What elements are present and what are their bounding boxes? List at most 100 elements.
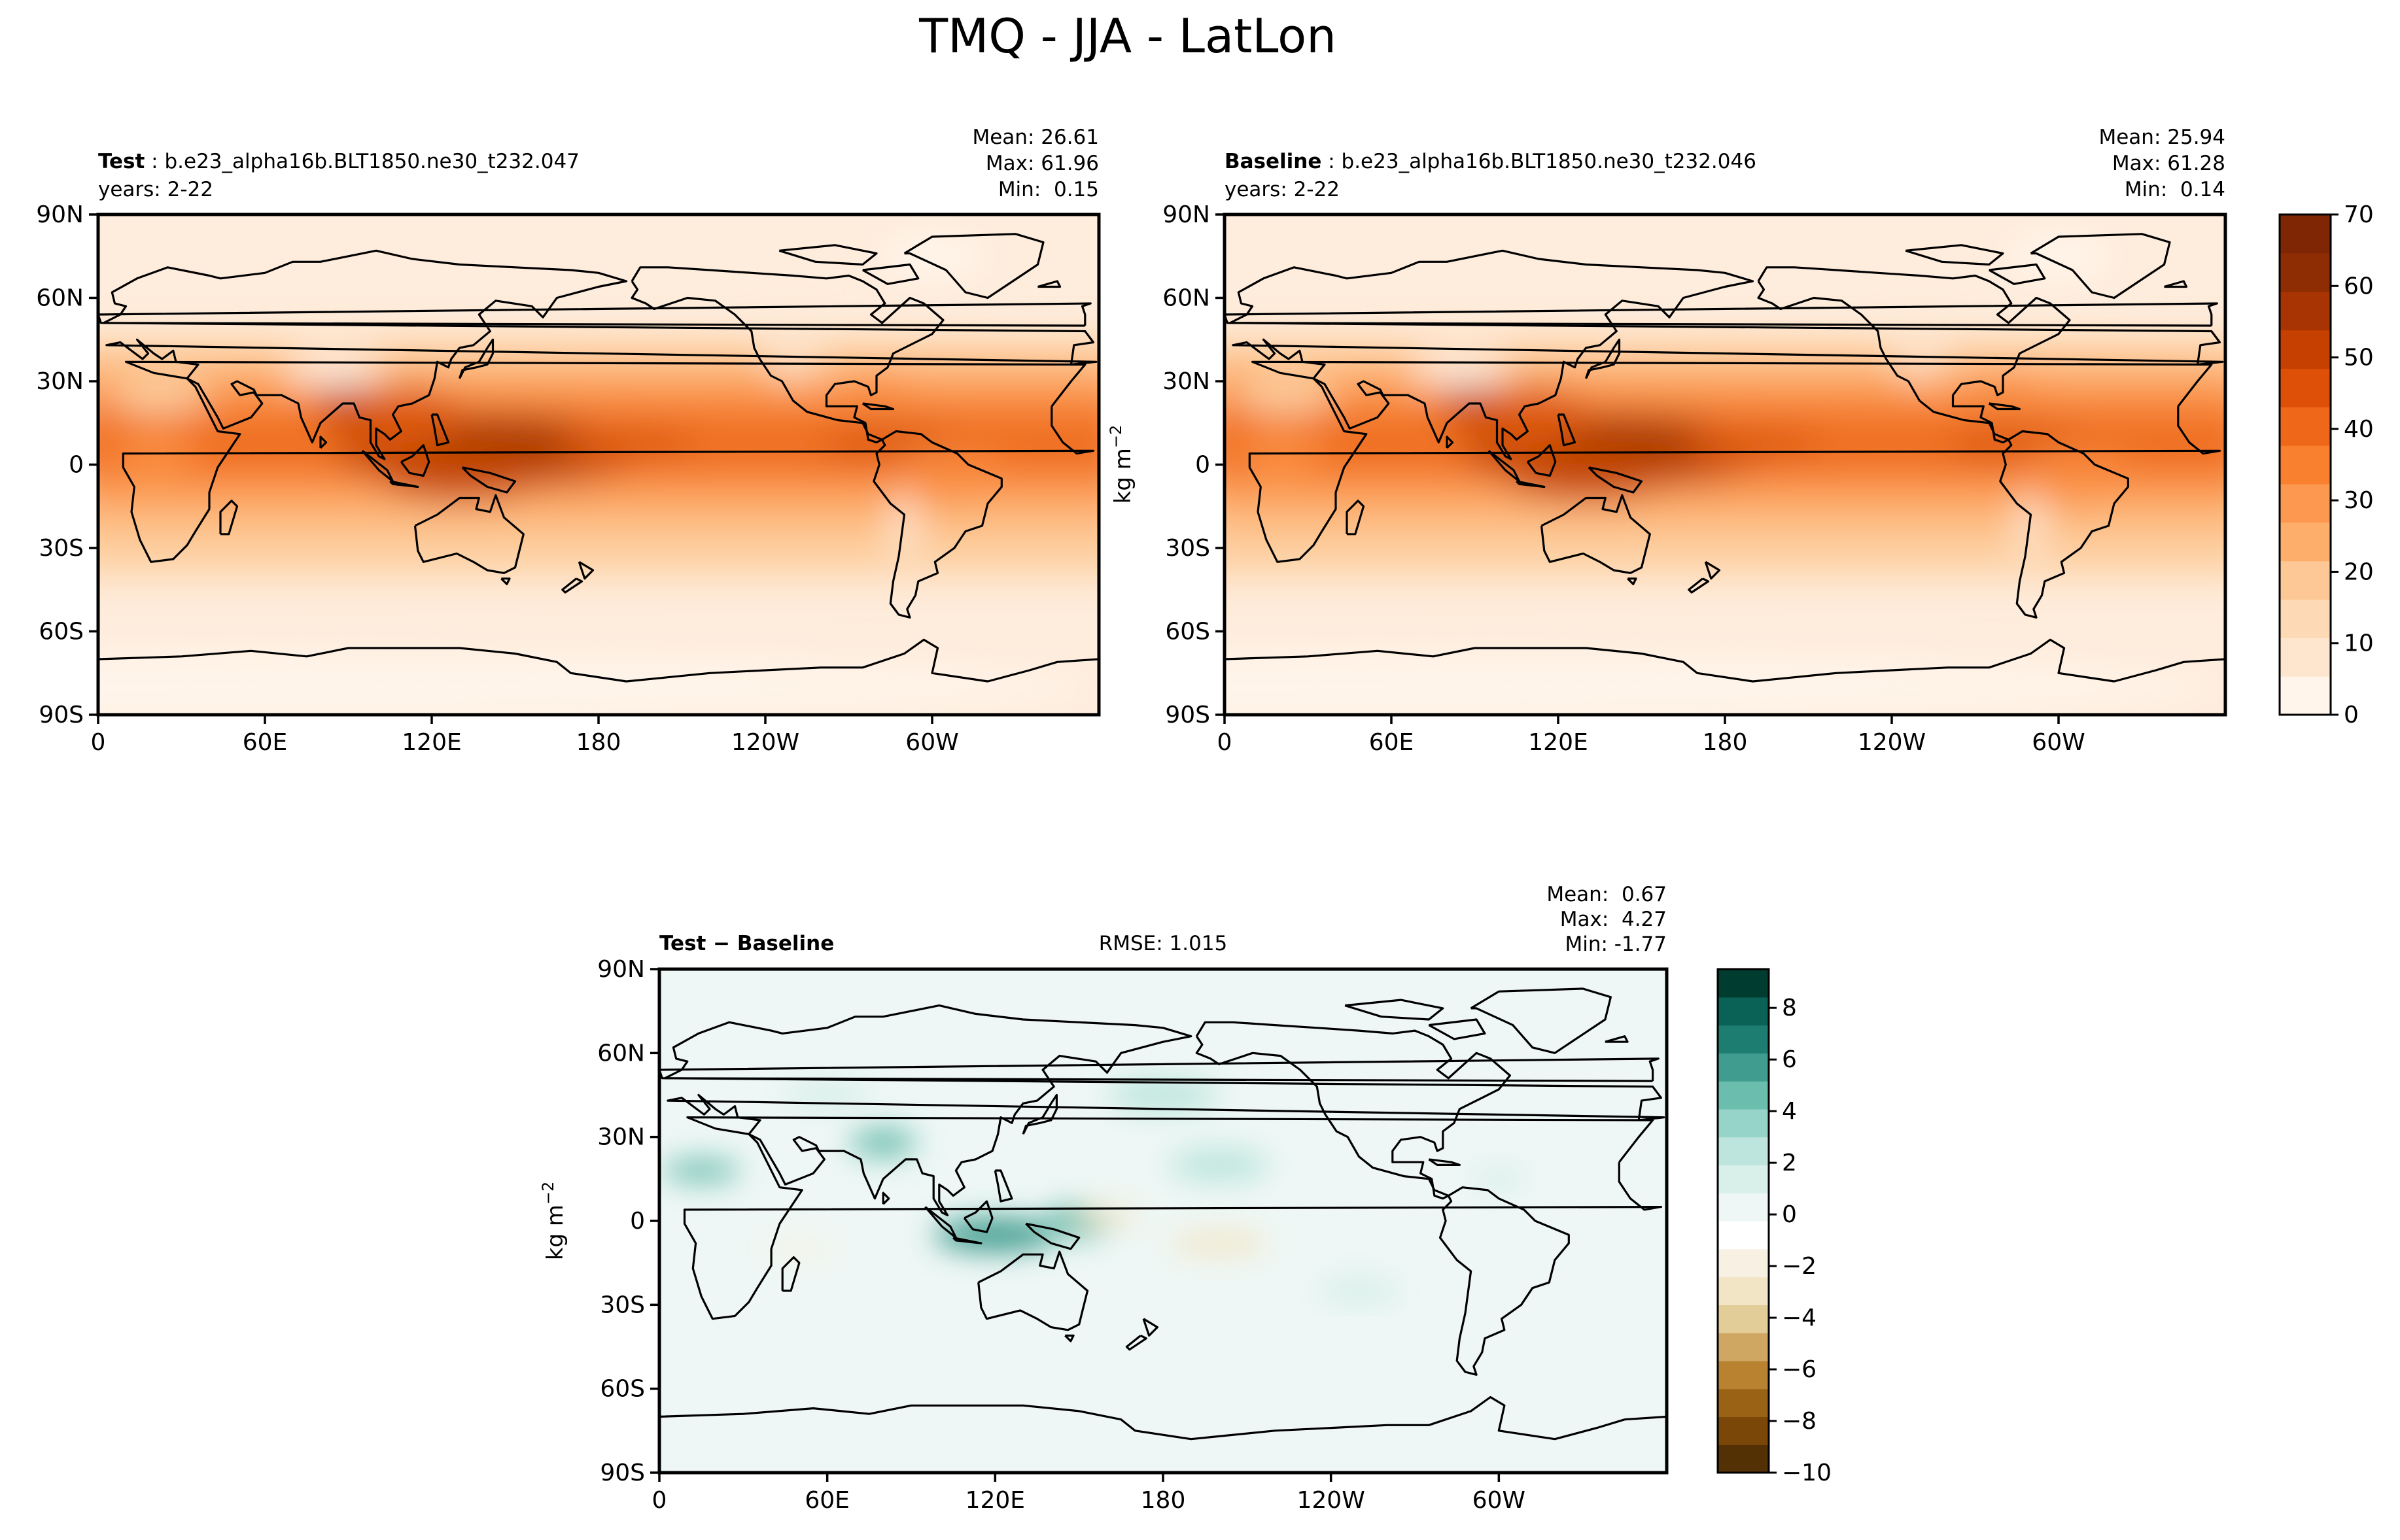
lon-tick-label: 0 xyxy=(91,729,106,756)
diff-anomaly-0 xyxy=(933,1218,1057,1252)
lon-tick-label: 180 xyxy=(576,729,621,756)
coastline-14 xyxy=(903,233,1045,299)
field-maximum-8 xyxy=(890,448,1002,498)
lon-tick-label: 60W xyxy=(905,729,958,756)
colorbar-segment xyxy=(1718,1445,1769,1473)
diff-title: Test − Baseline xyxy=(659,932,834,955)
lon-tick-label: 120E xyxy=(402,729,461,756)
coastline-19 xyxy=(1346,500,1365,536)
coastline-3 xyxy=(458,338,495,379)
lon-tick-label: 180 xyxy=(1703,729,1748,756)
lat-tick-label: 0 xyxy=(69,452,84,479)
colorbar-segment xyxy=(1718,1193,1769,1222)
coastline-10 xyxy=(500,577,511,585)
field-maximum-5 xyxy=(2142,415,2225,459)
colorbar-segment xyxy=(1718,1388,1769,1418)
coastline-11 xyxy=(1142,1318,1158,1337)
colorbar-segment xyxy=(2280,407,2331,446)
colorbar-tick-label: 4 xyxy=(1782,1098,1797,1125)
lat-tick-label: 30N xyxy=(36,368,84,395)
coastline-5 xyxy=(964,1200,994,1233)
lat-tick-label: 60S xyxy=(600,1376,645,1403)
lat-tick-label: 0 xyxy=(630,1208,645,1235)
coastline-11 xyxy=(578,560,595,580)
test-field xyxy=(98,214,1099,715)
lon-tick-label: 60E xyxy=(243,729,288,756)
test-years: years: 2-22 xyxy=(98,178,213,201)
lat-tick-label: 60S xyxy=(39,619,84,645)
colorbar-frame xyxy=(1716,968,1770,1474)
lat-tick-label: 30N xyxy=(1162,368,1210,395)
lon-tick-label: 120W xyxy=(1297,1487,1365,1514)
coastline-1 xyxy=(1228,249,2224,460)
field-dry-region-0 xyxy=(1410,353,1511,387)
coastline-16 xyxy=(862,263,920,285)
coastline-21 xyxy=(882,1191,890,1205)
test-title: Test : b.e23_alpha16b.BLT1850.ne30_t232.… xyxy=(98,150,580,173)
diff-anomaly-8 xyxy=(760,1240,839,1258)
field-bands xyxy=(1225,233,2225,715)
field-dry-region-5 xyxy=(98,653,1099,715)
test-stat-max: Max: 61.96 xyxy=(986,152,1099,175)
colorbar-tick-label: 20 xyxy=(2344,558,2374,585)
field-dry-region-2 xyxy=(2003,233,2114,279)
colorbar-segment xyxy=(2280,330,2331,369)
coastline-11 xyxy=(1704,560,1721,580)
field-maximum-1 xyxy=(1544,417,1739,468)
diff-anomaly-5 xyxy=(1107,1078,1219,1112)
coastline-5 xyxy=(400,444,430,477)
field-dry-region-0 xyxy=(284,353,385,387)
colorbar-tick-label: −4 xyxy=(1782,1305,1817,1331)
colorbar-segment xyxy=(1718,1305,1769,1333)
field-maximum-6 xyxy=(1238,426,1322,476)
lon-tick-label: 60E xyxy=(1369,729,1414,756)
diff-map xyxy=(659,969,1667,1473)
coastline-15 xyxy=(778,244,878,266)
colorbar-segment xyxy=(1718,969,1769,998)
top-units-label: kg m−2 xyxy=(1107,425,1136,504)
colorbar-tick-label: 60 xyxy=(2344,273,2374,299)
colorbar-segment xyxy=(1718,1416,1769,1445)
coastline-22 xyxy=(1225,638,2225,683)
colorbar-tick-label: 70 xyxy=(2344,201,2374,228)
coastline-3 xyxy=(1022,1093,1058,1135)
coastline-8 xyxy=(994,1169,1013,1203)
coastline-6 xyxy=(1516,480,1546,488)
lat-tick-label: 90S xyxy=(1165,702,1210,728)
lat-tick-label: 30N xyxy=(597,1124,645,1151)
test-lat-axis: 90N 60N 30N 0 30S 60S 90S xyxy=(36,201,98,728)
lat-tick-label: 60N xyxy=(36,285,84,312)
colorbar-segment xyxy=(2280,522,2331,562)
colorbar-tick-label: 0 xyxy=(2344,702,2359,728)
colorbar-segment xyxy=(2280,483,2331,523)
coastline-12 xyxy=(561,577,583,594)
diff-rmse: RMSE: 1.015 xyxy=(1099,932,1228,955)
colorbar-tick-label: −8 xyxy=(1782,1408,1817,1435)
baseline-field xyxy=(1225,214,2225,715)
baseline-coastlines xyxy=(1225,233,2225,683)
test-panel: Test : b.e23_alpha16b.BLT1850.ne30_t232.… xyxy=(36,126,1101,756)
coastline-7 xyxy=(1025,1222,1081,1250)
diff-colorbar: −10 −8 −6 −4 −2 0 2 4 6 8 xyxy=(1716,968,1832,1486)
diff-anomaly-2 xyxy=(662,1159,741,1182)
lat-tick-label: 60N xyxy=(597,1040,645,1067)
diff-units-label: kg m−2 xyxy=(539,1182,568,1261)
coastline-9 xyxy=(413,494,525,574)
field-dry-region-4 xyxy=(2019,492,2042,559)
coastline-0 xyxy=(1248,360,2221,563)
baseline-title: Baseline : b.e23_alpha16b.BLT1850.ne30_t… xyxy=(1225,150,1756,173)
coastline-17 xyxy=(1428,1158,1461,1166)
diff-anomalies xyxy=(662,1078,1527,1305)
test-stat-min: Min: 0.15 xyxy=(998,178,1099,201)
field-dry-region-1 xyxy=(109,378,209,412)
baseline-stat-min: Min: 0.14 xyxy=(2125,178,2225,201)
colorbar-tick-label: 30 xyxy=(2344,487,2374,514)
baseline-years: years: 2-22 xyxy=(1225,178,1340,201)
top-units-text: kg m xyxy=(1110,448,1136,504)
lat-tick-label: 60S xyxy=(1165,619,1210,645)
test-stat-mean: Mean: 26.61 xyxy=(972,126,1099,149)
colorbar-segment xyxy=(2280,638,2331,677)
test-label-bold: Test xyxy=(98,150,145,173)
coastline-8 xyxy=(1557,413,1576,447)
colorbar-segment xyxy=(2280,214,2331,254)
